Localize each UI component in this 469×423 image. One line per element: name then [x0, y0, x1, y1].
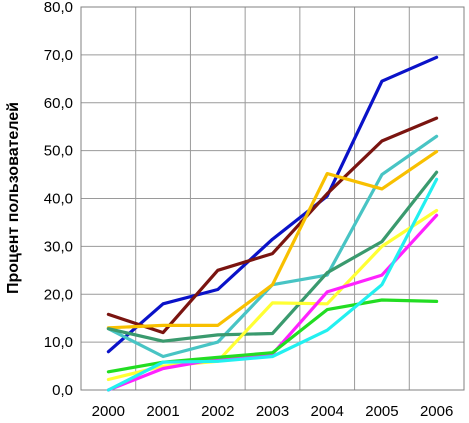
y-tick-label: 30,0 — [44, 238, 73, 255]
x-tick-label: 2005 — [365, 403, 398, 420]
series-line-9 — [106, 177, 439, 392]
y-tick-label: 50,0 — [44, 143, 73, 160]
y-tick-label: 20,0 — [44, 286, 73, 303]
y-tick-label: 80,0 — [44, 0, 73, 16]
series-line-4 — [106, 150, 439, 330]
series-line-2 — [106, 116, 439, 335]
plot-area — [80, 6, 465, 391]
y-tick-label: 10,0 — [44, 334, 73, 351]
x-tick-label: 2004 — [311, 403, 344, 420]
x-tick-label: 2003 — [256, 403, 289, 420]
series-lines — [106, 55, 439, 392]
series-line-6 — [106, 208, 439, 382]
y-tick-label: 40,0 — [44, 191, 73, 208]
y-tick-label: 70,0 — [44, 47, 73, 64]
y-tick-label: 0,0 — [52, 382, 73, 399]
x-tick-label: 2001 — [146, 403, 179, 420]
x-tick-label: 2002 — [201, 403, 234, 420]
x-tick-label: 2006 — [420, 403, 453, 420]
series-line-1 — [106, 55, 439, 354]
y-axis-ticks: 0,0 10,0 20,0 30,0 40,0 50,0 60,0 70,0 80,0 — [44, 0, 73, 399]
series-line-5 — [106, 170, 439, 343]
y-axis-label: Процент пользователей — [5, 102, 22, 294]
grid — [81, 7, 464, 390]
y-tick-label: 60,0 — [44, 95, 73, 112]
series-line-8 — [106, 298, 439, 374]
x-axis-ticks: 2000 2001 2002 2003 2004 2005 2006 — [92, 403, 454, 420]
x-tick-label: 2000 — [92, 403, 125, 420]
